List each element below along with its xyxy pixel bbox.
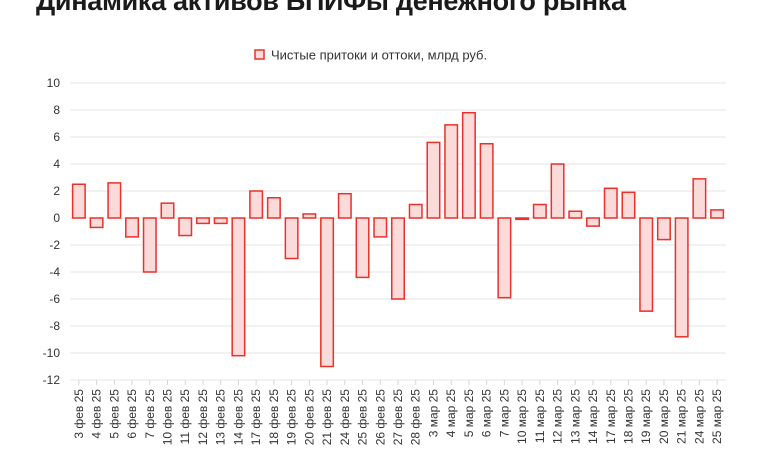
y-tick-label: -10 xyxy=(43,346,61,360)
y-tick-label: 4 xyxy=(53,157,60,171)
bar[interactable] xyxy=(107,182,122,219)
y-tick-label: -2 xyxy=(49,238,60,252)
x-tick-label: 21 фев 25 xyxy=(320,389,334,446)
bar[interactable] xyxy=(639,217,654,312)
bar[interactable] xyxy=(355,217,370,279)
x-tick-label: 25 мар 25 xyxy=(710,389,724,444)
bar[interactable] xyxy=(444,124,459,219)
x-tick-label: 20 фев 25 xyxy=(302,389,316,446)
x-tick-label: 20 мар 25 xyxy=(657,389,671,444)
bar[interactable] xyxy=(621,191,636,219)
bar[interactable] xyxy=(320,217,335,368)
x-tick-label: 24 фев 25 xyxy=(338,389,352,446)
y-tick-label: 0 xyxy=(53,211,60,225)
y-axis-ticks: 10 8 6 4 2 0 -2 -4 -6 -8 -10 -12 xyxy=(43,76,61,387)
x-tick-label: 25 фев 25 xyxy=(356,389,370,446)
bar[interactable] xyxy=(213,217,228,225)
x-tick-label: 12 мар 25 xyxy=(551,389,565,444)
legend[interactable]: Чистые притоки и оттоки, млрд руб. xyxy=(254,48,487,63)
x-tick-label: 17 фев 25 xyxy=(249,389,263,446)
bar[interactable] xyxy=(391,217,405,300)
bar[interactable] xyxy=(373,217,388,238)
bar[interactable] xyxy=(195,217,210,225)
legend-label: Чистые притоки и оттоки, млрд руб. xyxy=(271,48,487,63)
bar[interactable] xyxy=(89,217,104,229)
bar[interactable] xyxy=(497,217,512,299)
bar[interactable] xyxy=(515,217,530,221)
x-tick-label: 10 мар 25 xyxy=(515,389,529,444)
x-tick-label: 18 фев 25 xyxy=(267,389,281,446)
bar[interactable] xyxy=(674,217,689,338)
y-tick-label: 6 xyxy=(53,130,60,144)
x-tick-label: 6 мар 25 xyxy=(480,389,494,438)
bar[interactable] xyxy=(710,209,725,219)
y-tick-label: 2 xyxy=(53,184,60,198)
bar[interactable] xyxy=(160,202,175,219)
bar[interactable] xyxy=(142,217,157,273)
x-tick-label: 21 мар 25 xyxy=(675,389,689,444)
x-tick-label: 7 мар 25 xyxy=(497,389,511,438)
x-tick-label: 10 фев 25 xyxy=(161,389,175,446)
x-tick-label: 4 мар 25 xyxy=(444,389,458,438)
bar[interactable] xyxy=(426,141,441,219)
x-tick-label: 13 фев 25 xyxy=(214,389,228,446)
bar[interactable] xyxy=(71,183,86,219)
y-tick-label: -6 xyxy=(49,292,60,306)
bar[interactable] xyxy=(302,213,317,219)
x-tick-label: 5 фев 25 xyxy=(107,389,121,439)
legend-swatch xyxy=(254,49,265,60)
x-tick-label: 27 фев 25 xyxy=(391,389,405,446)
bar[interactable] xyxy=(125,217,140,238)
x-tick-label: 7 фев 25 xyxy=(143,389,157,439)
x-tick-label: 11 мар 25 xyxy=(533,389,547,443)
bar[interactable] xyxy=(231,217,246,357)
x-tick-label: 12 фев 25 xyxy=(196,389,210,446)
x-tick-label: 11 фев 25 xyxy=(178,389,192,445)
chart-title: Динамика активов БПИФы денежного рынка xyxy=(36,0,626,16)
y-tick-label: 8 xyxy=(53,103,60,117)
bar[interactable] xyxy=(656,217,671,241)
bar[interactable] xyxy=(284,217,299,260)
x-tick-label: 6 фев 25 xyxy=(125,389,139,439)
x-axis-ticks: 3 фев 25 4 фев 25 5 фев 25 6 фев 25 7 фев 25… xyxy=(72,380,724,445)
y-tick-label: 10 xyxy=(47,76,61,90)
bar[interactable] xyxy=(586,217,601,227)
bar[interactable] xyxy=(692,178,707,219)
bar[interactable] xyxy=(337,192,352,219)
bar[interactable] xyxy=(603,187,618,219)
x-tick-label: 24 мар 25 xyxy=(692,389,706,444)
x-tick-label: 26 фев 25 xyxy=(373,389,387,446)
y-tick-label: -12 xyxy=(43,373,61,387)
x-tick-label: 14 мар 25 xyxy=(586,389,600,444)
y-tick-label: -4 xyxy=(49,265,60,279)
x-tick-label: 4 фев 25 xyxy=(90,389,104,439)
bar[interactable] xyxy=(178,217,193,237)
bar[interactable] xyxy=(532,203,547,219)
bars xyxy=(71,111,725,368)
x-tick-label: 3 мар 25 xyxy=(426,389,440,438)
x-tick-label: 14 фев 25 xyxy=(231,389,245,446)
x-tick-label: 18 мар 25 xyxy=(621,389,635,444)
bar[interactable] xyxy=(479,143,494,219)
x-tick-label: 5 мар 25 xyxy=(462,389,476,438)
x-tick-label: 19 мар 25 xyxy=(639,389,653,444)
x-tick-label: 19 фев 25 xyxy=(285,389,299,446)
bar[interactable] xyxy=(408,203,423,219)
bar[interactable] xyxy=(266,197,281,219)
y-tick-label: -8 xyxy=(49,319,60,333)
bar[interactable] xyxy=(568,210,583,219)
bar[interactable] xyxy=(249,190,264,219)
x-tick-label: 3 фев 25 xyxy=(72,389,86,439)
x-tick-label: 17 мар 25 xyxy=(604,389,618,444)
bar[interactable] xyxy=(461,111,476,219)
x-tick-label: 28 фев 25 xyxy=(409,389,423,446)
x-tick-label: 13 мар 25 xyxy=(568,389,582,444)
bar[interactable] xyxy=(550,163,565,219)
